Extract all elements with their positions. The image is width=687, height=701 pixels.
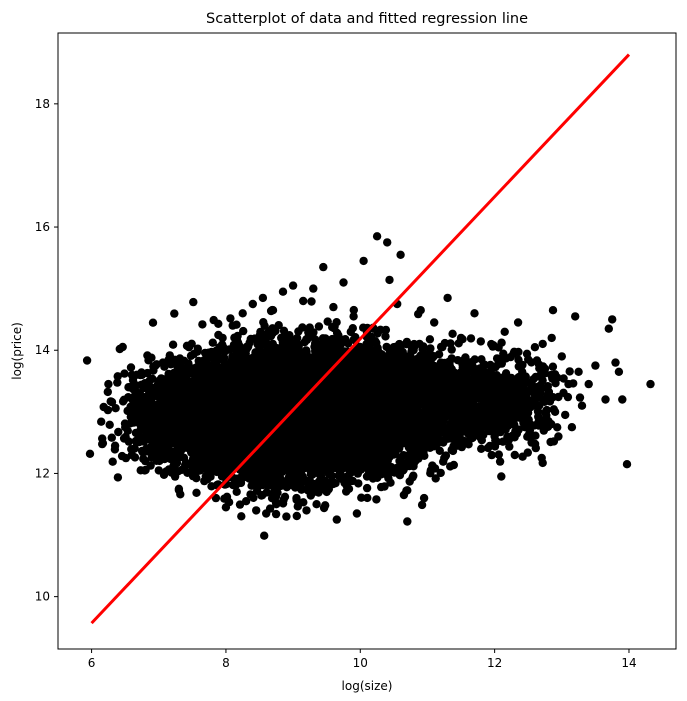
- data-point: [292, 333, 302, 343]
- data-point: [319, 503, 329, 513]
- data-point: [265, 340, 274, 349]
- data-point: [327, 471, 337, 481]
- plot-area: [57, 32, 677, 650]
- data-point: [307, 297, 316, 306]
- data-point: [226, 314, 235, 323]
- data-point: [235, 500, 245, 509]
- data-point: [257, 491, 266, 500]
- data-point: [113, 372, 122, 381]
- data-point: [271, 509, 281, 519]
- data-point: [208, 338, 217, 347]
- data-point: [278, 499, 288, 508]
- chart-title: Scatterplot of data and fitted regressio…: [206, 11, 528, 27]
- data-point: [292, 511, 301, 521]
- data-point: [237, 512, 246, 521]
- data-point: [297, 485, 306, 494]
- data-point: [260, 531, 269, 540]
- points-layer: [82, 232, 655, 540]
- data-point: [309, 479, 318, 489]
- data-point: [431, 474, 440, 483]
- data-point: [274, 321, 283, 330]
- data-point: [308, 488, 318, 497]
- data-point: [291, 483, 300, 492]
- data-point: [298, 323, 307, 332]
- data-point: [189, 297, 198, 307]
- data-point: [336, 469, 345, 478]
